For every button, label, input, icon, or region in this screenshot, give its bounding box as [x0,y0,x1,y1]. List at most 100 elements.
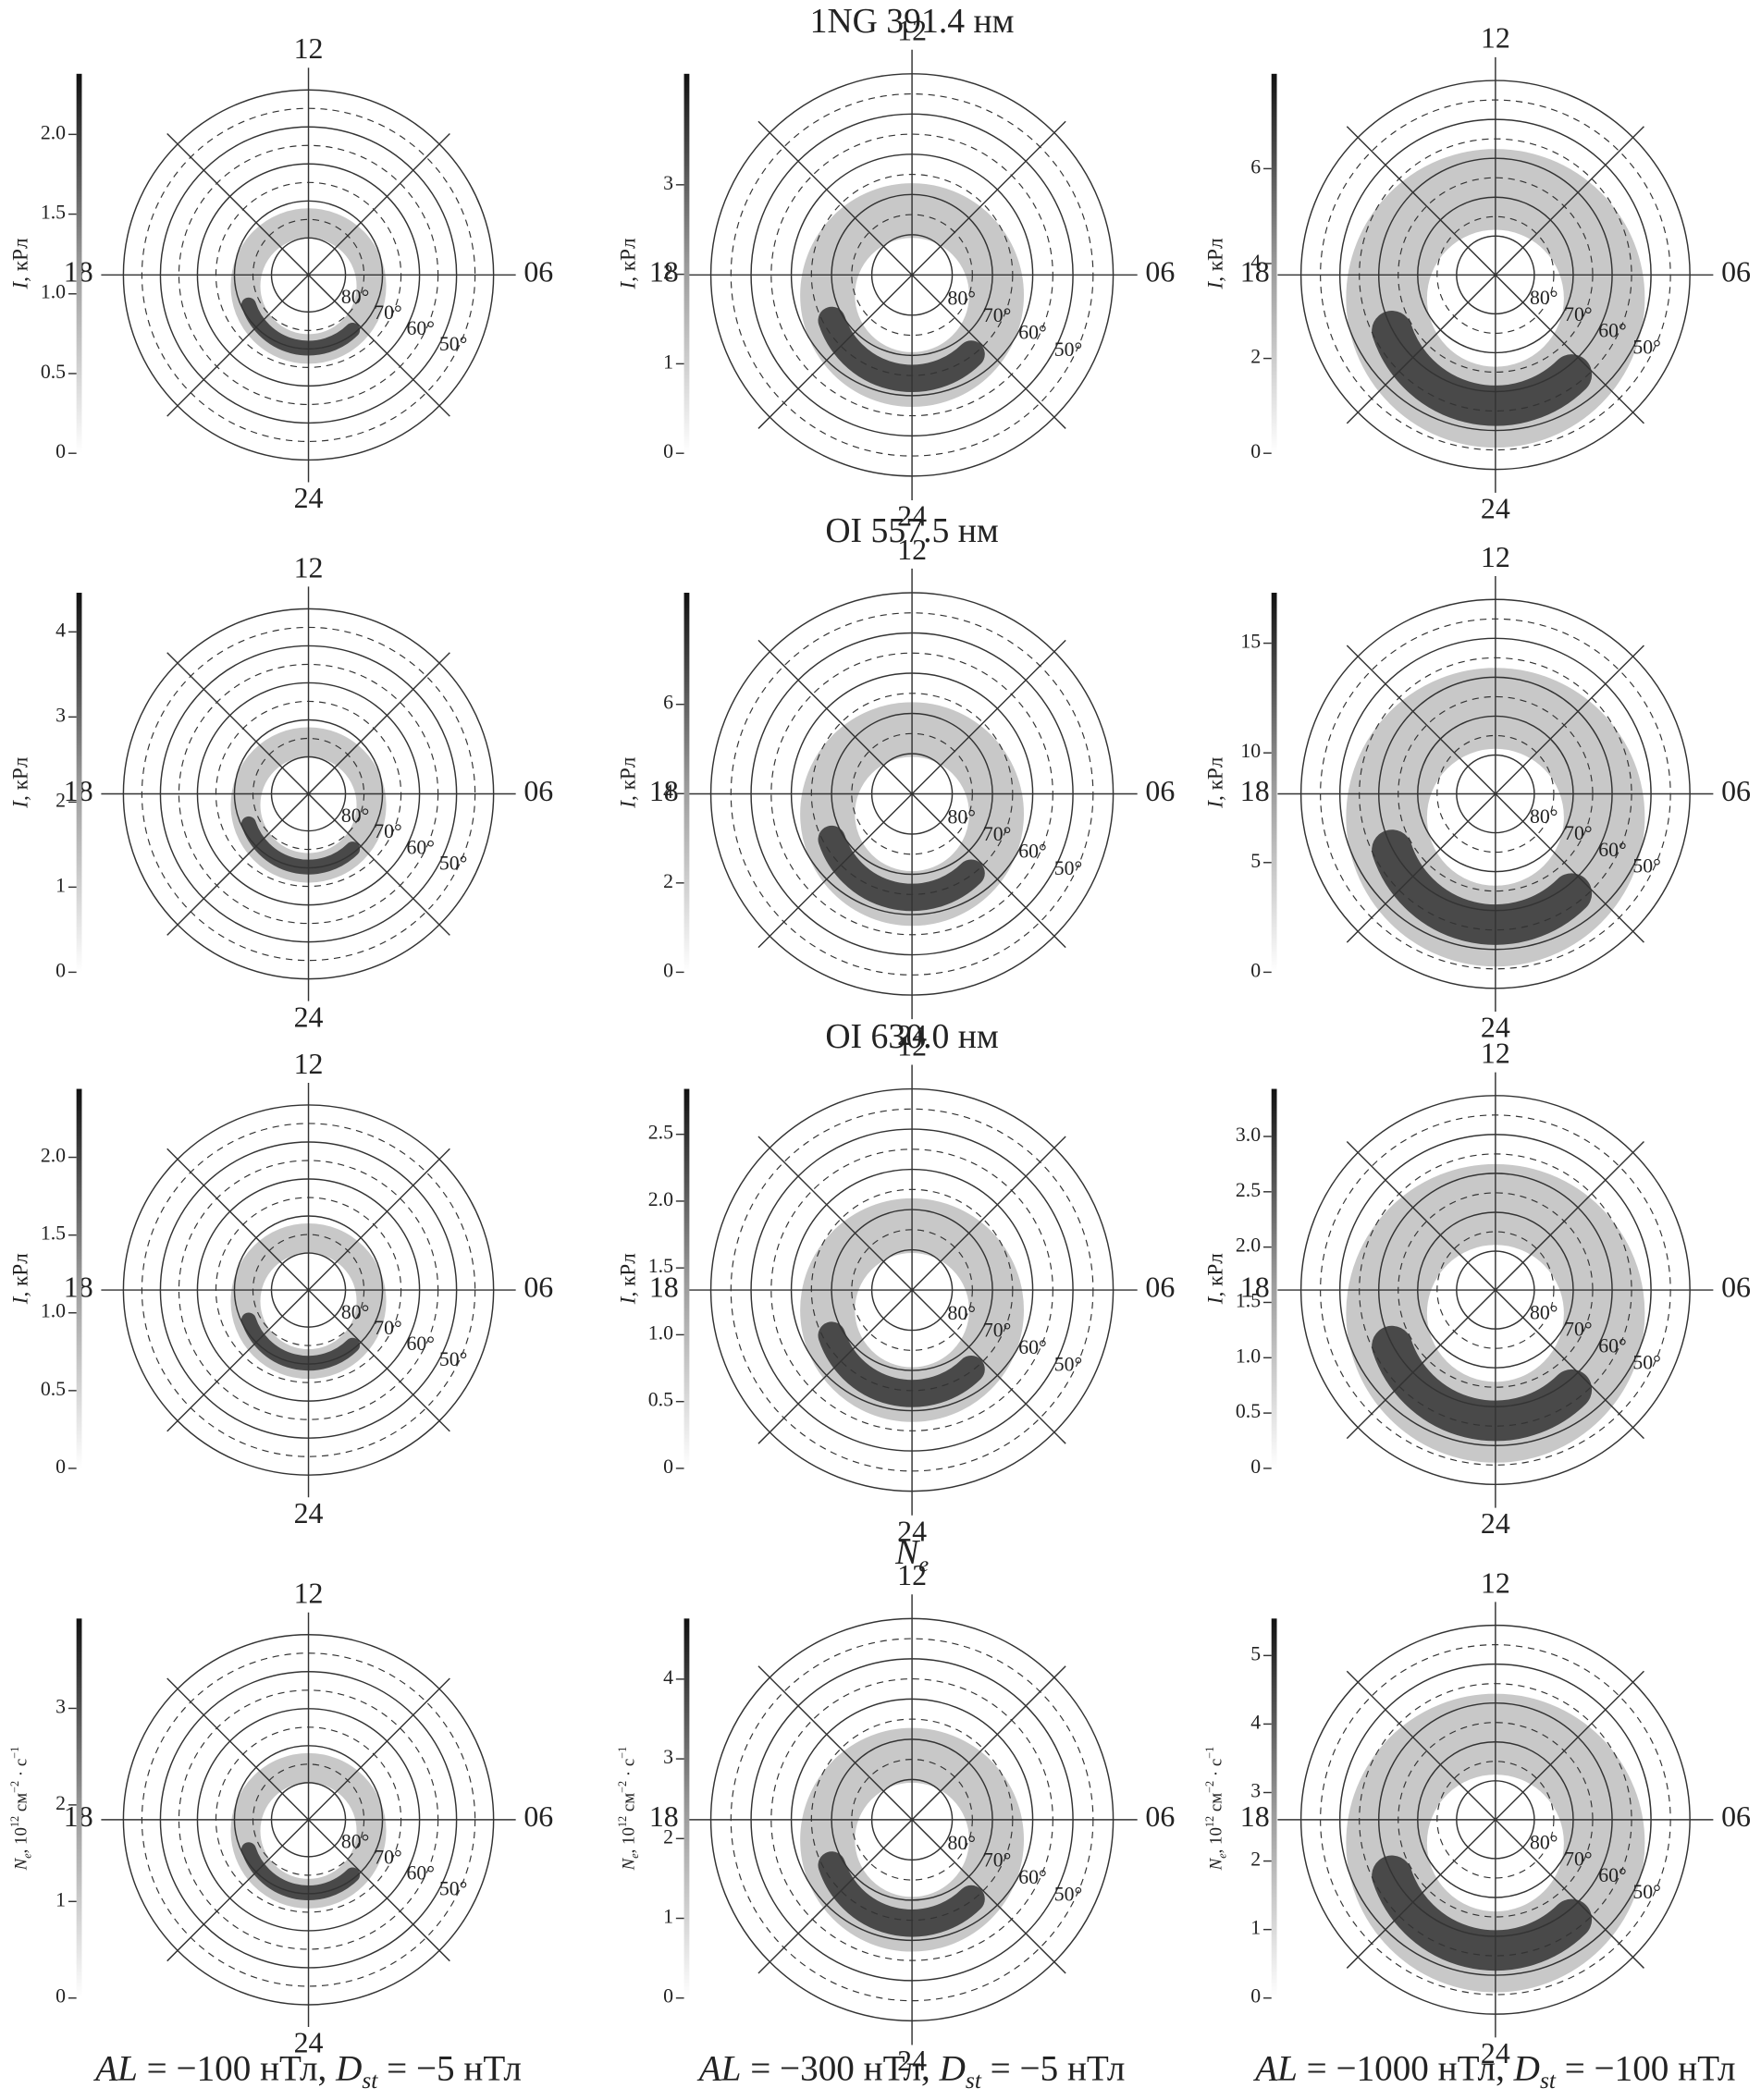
colorbar-tick-label: 2.0 [41,121,66,143]
latitude-label: 60° [1018,1866,1046,1888]
latitude-label: 50° [439,1348,467,1370]
text-segment: , 10 [12,1827,31,1853]
mlt-label: 24 [294,482,324,514]
mlt-label: 06 [523,256,553,289]
colorbar [1271,1618,1277,1998]
intensity-core [818,1851,985,1937]
colorbar-tick-label: 0 [55,959,66,981]
mlt-label: 18 [1240,775,1270,807]
latitude-label: 70° [1564,1848,1592,1870]
colorbar-tick-label: 1.0 [648,1321,673,1344]
colorbar-tick-label: 0 [1250,1455,1261,1478]
latitude-label: 80° [1530,1831,1558,1853]
text-segment: , кРл [617,756,641,801]
colorbar-tick-label: 3 [663,1746,673,1768]
latitude-label: 50° [1632,1351,1660,1373]
mlt-label: 06 [1145,1271,1175,1303]
colorbar-tick-label: 2.0 [648,1188,673,1210]
text-segment: 12 [1203,1816,1216,1827]
colorbar-tick-label: 1.0 [41,281,66,303]
colorbar [76,1088,82,1468]
colorbar [1271,73,1277,454]
latitude-label: 70° [1564,1319,1592,1341]
mlt-label: 24 [1481,1507,1510,1540]
latitude-label: 80° [947,1302,975,1324]
text-segment: I [617,1296,641,1305]
colorbar-tick-label: 10 [1240,740,1261,762]
colorbar-tick-label: 1 [55,1888,66,1910]
mlt-label: 12 [897,1559,927,1591]
colorbar-tick-label: 4 [1250,1711,1261,1733]
latitude-label: 70° [983,1849,1011,1872]
text-segment: N [12,1857,31,1871]
text-segment: −2 [1203,1781,1216,1793]
mlt-label: 06 [1145,775,1175,807]
text-segment: , 10 [620,1827,639,1853]
colorbar-tick-label: 0 [55,1455,66,1478]
text-segment: · с [1207,1759,1226,1781]
colorbar-tick-label: 3 [1250,1779,1261,1801]
mlt-label: 06 [523,1800,553,1833]
intensity-core [240,297,361,356]
colorbar-tick-label: 1.5 [1236,1289,1261,1311]
text-segment: см [620,1793,639,1816]
latitude-label: 50° [1632,337,1660,359]
text-segment: D [939,2048,966,2088]
colorbar [683,1618,690,1998]
mlt-label: 06 [1145,256,1175,289]
intensity-core [818,306,985,392]
row-title: OI 630.0 нм [825,1017,998,1056]
colorbar-label: I, кРл [9,238,33,289]
caption: AL = −300 нТл, Dst = −5 нТл [696,2048,1126,2094]
latitude-label: 50° [439,1878,467,1900]
mlt-label: 06 [1721,256,1751,289]
latitude-label: 50° [1632,855,1660,878]
text-segment: −2 [8,1781,21,1793]
colorbar-tick-label: 2 [663,870,673,892]
intensity-core [1372,1325,1593,1442]
text-segment: I [9,1296,33,1305]
text-segment: e [628,1853,641,1859]
colorbar-tick-label: 6 [1250,155,1261,178]
colorbar-tick-label: 0 [663,1985,673,2008]
text-segment: N [894,1533,920,1572]
colorbar-label: Ne, 1012 см−2 · с−1 [616,1747,641,1872]
colorbar-tick-label: 2 [1250,346,1261,368]
text-segment: = −100 нТл [1556,2048,1736,2088]
colorbar-tick-label: 3 [55,1695,66,1717]
text-segment: I [617,281,641,290]
intensity-core [1372,1855,1593,1971]
mlt-label: 18 [649,256,679,289]
text-segment: , кРл [9,1253,33,1297]
meridian [757,639,1066,949]
text-segment: · с [620,1759,639,1781]
intensity-core [818,1321,985,1407]
text-segment: 1NG 391.4 нм [810,2,1015,41]
intensity-core [240,1312,361,1371]
colorbar [683,73,690,454]
mlt-label: 24 [294,2027,324,2059]
colorbar-label: I, кРл [617,1253,641,1305]
meridian [757,1665,1066,1974]
colorbar-tick-label: 6 [663,692,673,714]
colorbar-tick-label: 2.5 [1236,1179,1261,1201]
colorbar-tick-label: 0 [1250,440,1261,462]
mlt-label: 12 [294,1048,324,1080]
text-segment: I [617,800,641,809]
latitude-label: 60° [1598,1334,1626,1357]
colorbar-tick-label: 0.5 [1236,1400,1261,1422]
mlt-label: 24 [294,1001,324,1033]
mlt-label: 12 [1481,1566,1510,1599]
meridian [1346,1670,1644,1969]
text-segment: I [1204,800,1228,809]
latitude-label: 60° [1018,322,1046,344]
meridian [1346,126,1644,424]
latitude-label: 70° [1564,822,1592,844]
text-segment: AL [696,2048,742,2088]
latitude-label: 50° [1632,1881,1660,1903]
